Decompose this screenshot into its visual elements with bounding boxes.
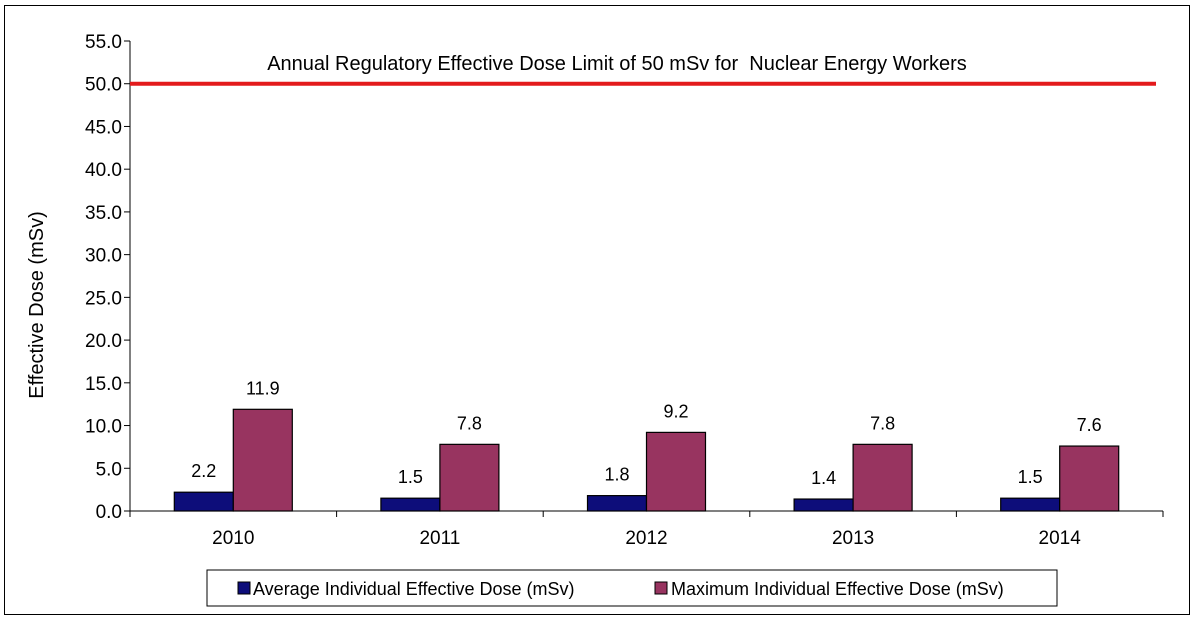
y-tick-label: 5.0 bbox=[96, 459, 122, 480]
bar-average bbox=[173, 491, 234, 512]
legend-swatch-average bbox=[237, 581, 251, 595]
data-label-maximum: 7.6 bbox=[1077, 415, 1102, 435]
y-tick-label: 20.0 bbox=[85, 331, 122, 352]
y-tick-label: 45.0 bbox=[85, 117, 122, 138]
bars-group bbox=[173, 408, 1120, 512]
y-tick-label: 30.0 bbox=[85, 246, 122, 267]
y-axis: 0.0 5.0 10.0 15.0 20.0 25.0 30.0 35.0 40.0 45.0 50… bbox=[85, 32, 131, 523]
data-labels-group: 2.2 11.9 1.5 7.8 1.8 9.2 1.4 7.8 1.5 7.6 bbox=[191, 378, 1101, 488]
bar-average bbox=[793, 498, 854, 512]
x-category-label: 2010 bbox=[212, 528, 254, 549]
bar-average bbox=[1000, 497, 1061, 512]
y-axis-title: Effective Dose (mSv) bbox=[26, 211, 48, 398]
bar-average bbox=[586, 495, 648, 512]
legend-label-maximum: Maximum Individual Effective Dose (mSv) bbox=[671, 579, 1004, 599]
data-label-average: 1.4 bbox=[811, 468, 836, 488]
bar-maximum bbox=[232, 408, 293, 512]
x-category-label: 2014 bbox=[1039, 528, 1082, 549]
data-label-average: 1.5 bbox=[1018, 467, 1043, 487]
data-label-maximum: 9.2 bbox=[663, 401, 688, 421]
y-tick-label: 15.0 bbox=[85, 374, 122, 395]
dose-limit-label: Annual Regulatory Effective Dose Limit o… bbox=[267, 53, 967, 75]
data-label-average: 1.8 bbox=[604, 465, 629, 485]
x-category-label: 2011 bbox=[419, 528, 460, 549]
y-tick-label: 35.0 bbox=[85, 203, 122, 224]
data-label-maximum: 7.8 bbox=[457, 413, 482, 433]
y-tick-label: 25.0 bbox=[85, 288, 122, 309]
x-category-label: 2012 bbox=[625, 528, 667, 549]
bar-maximum bbox=[1059, 445, 1120, 512]
bar-maximum bbox=[852, 443, 913, 512]
y-tick-label: 40.0 bbox=[85, 160, 122, 181]
data-label-maximum: 7.8 bbox=[870, 413, 895, 433]
bar-maximum bbox=[645, 431, 707, 512]
legend-label-average: Average Individual Effective Dose (mSv) bbox=[253, 579, 575, 599]
y-tick-label: 0.0 bbox=[96, 502, 122, 523]
y-tick-label: 55.0 bbox=[85, 32, 122, 53]
legend: Average Individual Effective Dose (mSv) … bbox=[206, 569, 1058, 607]
legend-box bbox=[206, 569, 1058, 607]
chart-border bbox=[4, 5, 1190, 615]
y-tick-label: 50.0 bbox=[85, 75, 122, 96]
bar-average bbox=[380, 497, 441, 512]
legend-swatch-maximum bbox=[654, 581, 668, 595]
data-label-maximum: 11.9 bbox=[246, 378, 280, 398]
y-tick-label: 10.0 bbox=[85, 417, 122, 438]
data-label-average: 2.2 bbox=[191, 461, 216, 481]
data-label-average: 1.5 bbox=[398, 467, 423, 487]
bar-maximum bbox=[439, 443, 500, 512]
x-category-label: 2013 bbox=[832, 528, 874, 549]
